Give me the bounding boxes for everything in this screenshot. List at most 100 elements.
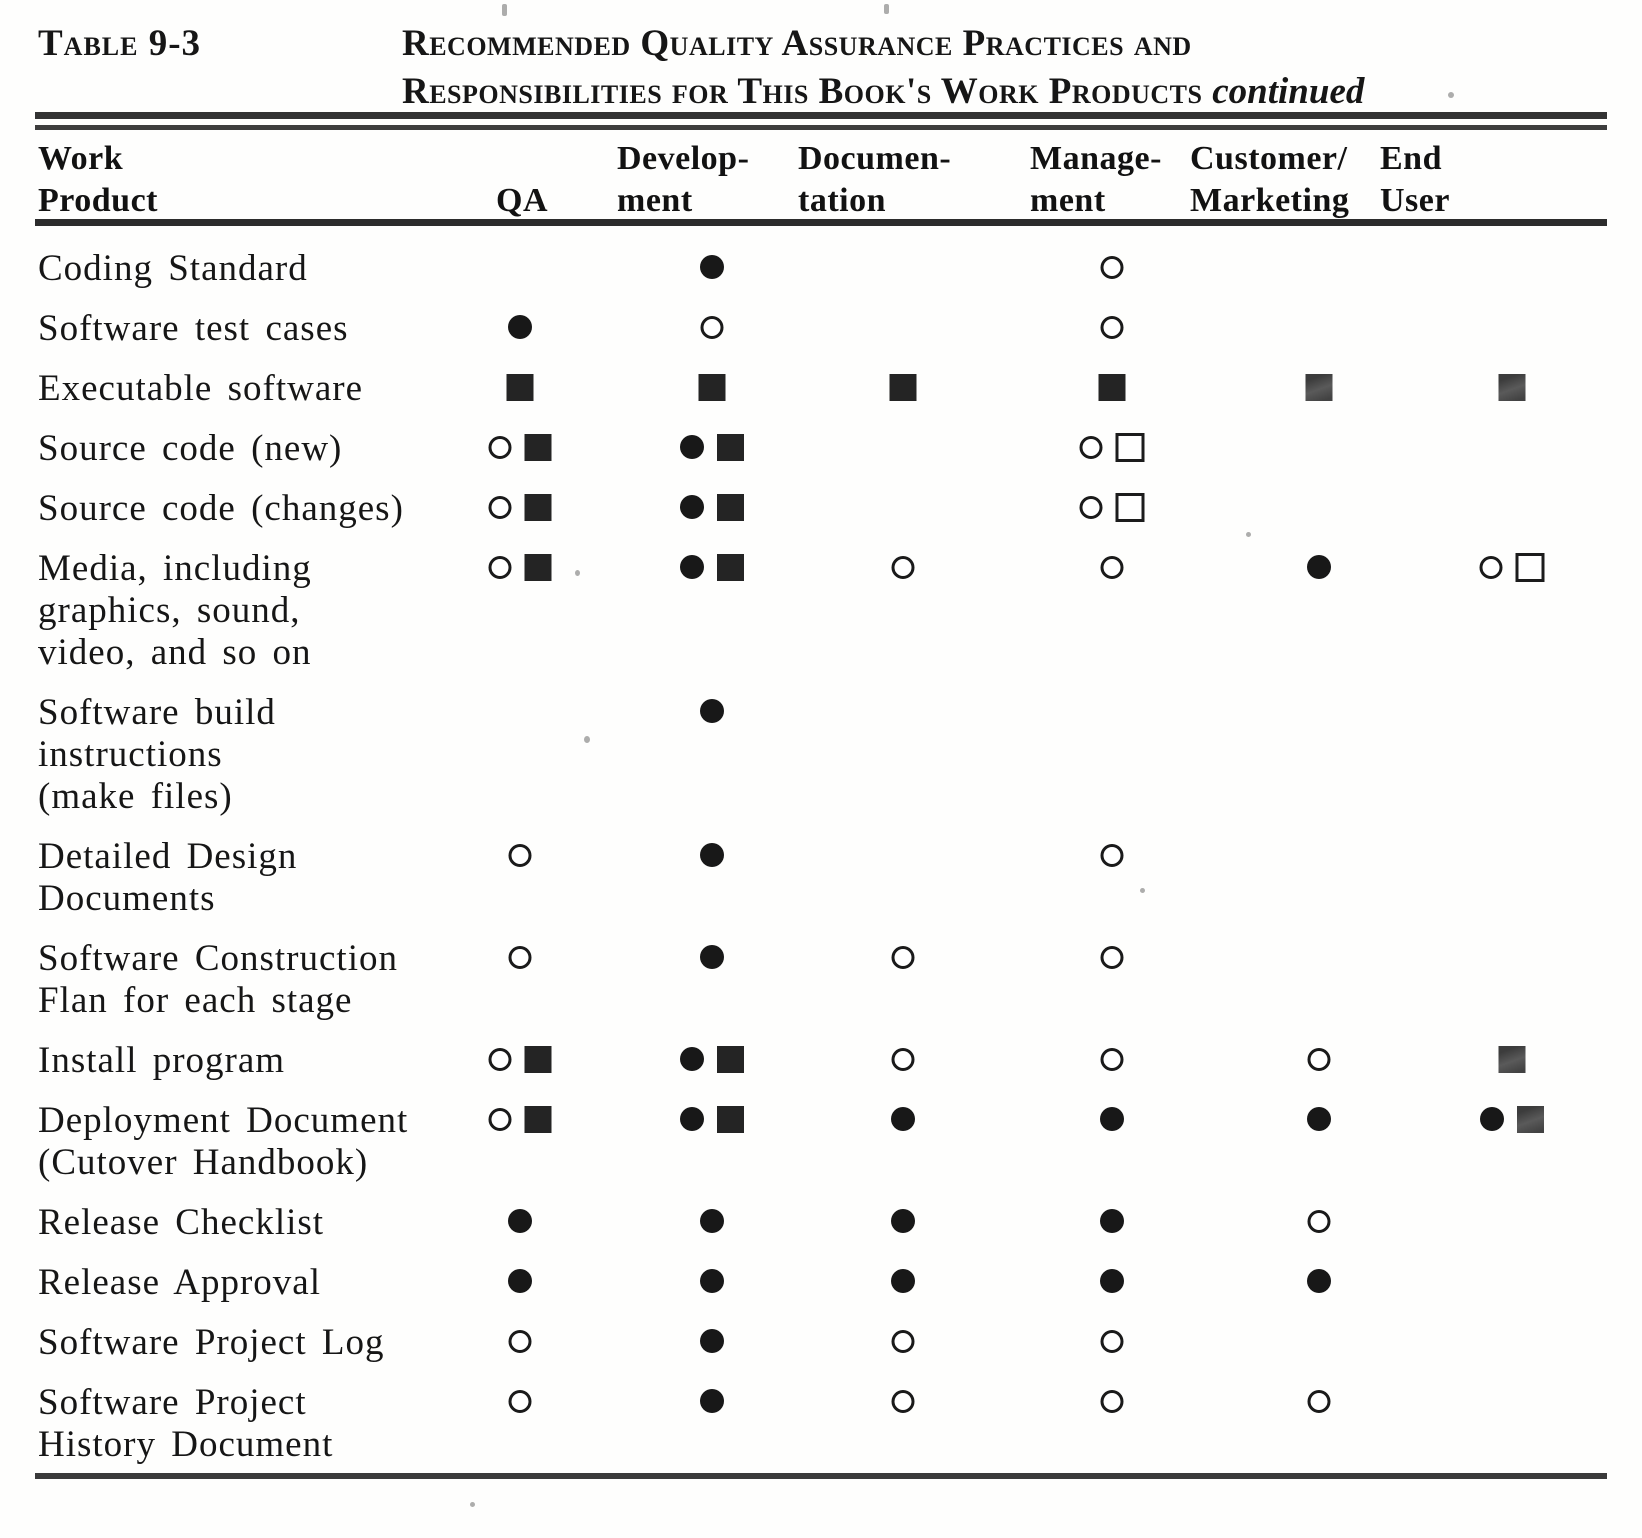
table-row: Software Project Log	[0, 1322, 1642, 1382]
filled-circle-symbol	[680, 1107, 704, 1131]
filled-circle-symbol	[891, 1209, 915, 1233]
open-circle-symbol	[488, 495, 512, 519]
filled-circle-symbol	[680, 495, 704, 519]
cell-qa	[488, 428, 552, 466]
cell-qa	[506, 368, 534, 406]
table-title-continued: continued	[1212, 71, 1365, 112]
bottom-rule	[35, 1473, 1607, 1479]
filled-circle-symbol	[508, 1269, 532, 1293]
open-circle-symbol	[508, 945, 532, 969]
filled-circle-symbol	[508, 315, 532, 339]
table-row: Detailed Design Documents	[0, 836, 1642, 938]
work-product-label: Install program	[38, 1040, 286, 1081]
cell-qa	[508, 1262, 532, 1300]
filled-square-symbol	[506, 373, 534, 401]
cell-dev	[680, 488, 744, 526]
filled-square-symbol	[1098, 373, 1126, 401]
work-product-label: Software build instructions (make files)	[38, 692, 276, 817]
work-product-label: Source code (new)	[38, 428, 343, 469]
cell-mgmt	[1100, 308, 1124, 346]
filled-circle-symbol	[1480, 1107, 1504, 1131]
cell-cust	[1307, 1262, 1331, 1300]
cell-qa	[488, 1100, 552, 1138]
cell-mgmt	[1100, 548, 1124, 586]
scan-speckle	[502, 4, 507, 16]
filled-square-symbol	[717, 1105, 744, 1133]
table-row: Deployment Document (Cutover Handbook)	[0, 1100, 1642, 1202]
filled-circle-symbol	[700, 699, 724, 723]
table-row: Executable software	[0, 368, 1642, 428]
cell-mgmt	[1100, 1100, 1124, 1138]
table-title-line-1: Recommended Quality Assurance Practices …	[402, 23, 1192, 64]
filled-circle-symbol	[1100, 1107, 1124, 1131]
cell-mgmt	[1079, 488, 1145, 526]
table-row: Release Checklist	[0, 1202, 1642, 1262]
table-number-label: Table 9-3	[38, 23, 202, 64]
scan-speckle	[1140, 888, 1145, 893]
open-circle-symbol	[1100, 1389, 1124, 1413]
filled-circle-symbol	[891, 1107, 915, 1131]
scan-speckle	[575, 570, 580, 576]
filled-square-symbol	[889, 373, 917, 401]
work-product-label: Detailed Design Documents	[38, 836, 298, 919]
cell-mgmt	[1100, 1322, 1124, 1360]
filled-circle-symbol	[1307, 1107, 1331, 1131]
filled-circle-symbol	[700, 843, 724, 867]
filled-square-symbol	[524, 1105, 552, 1133]
open-circle-symbol	[891, 1389, 915, 1413]
work-product-label: Software Construction Flan for each stag…	[38, 938, 398, 1021]
filled-square-symbol	[717, 493, 744, 521]
cell-dev	[680, 548, 744, 586]
gray-square-symbol	[1498, 373, 1526, 401]
filled-circle-symbol	[700, 1329, 724, 1353]
filled-square-symbol	[717, 553, 744, 581]
cell-qa	[508, 836, 532, 874]
column-header-customer-marketing: Customer/ Marketing	[1190, 140, 1350, 219]
work-product-label: Release Checklist	[38, 1202, 325, 1243]
cell-mgmt	[1100, 938, 1124, 976]
table-row: Source code (new)	[0, 428, 1642, 488]
cell-qa	[488, 488, 552, 526]
filled-circle-symbol	[680, 1047, 704, 1071]
open-circle-symbol	[508, 843, 532, 867]
table-row: Media, including graphics, sound, video,…	[0, 548, 1642, 692]
open-circle-symbol	[488, 1107, 512, 1131]
open-circle-symbol	[1100, 555, 1124, 579]
cell-dev	[680, 1040, 744, 1078]
work-product-label: Source code (changes)	[38, 488, 404, 529]
table-title-line-2-text: Responsibilities for This Book's Work Pr…	[402, 71, 1203, 112]
cell-dev	[700, 1382, 724, 1420]
scan-speckle	[470, 1502, 475, 1507]
open-circle-symbol	[488, 1047, 512, 1071]
cell-dev	[700, 1322, 724, 1360]
open-circle-symbol	[1479, 555, 1503, 579]
filled-circle-symbol	[891, 1269, 915, 1293]
cell-dev	[700, 836, 724, 874]
cell-dev	[680, 1100, 744, 1138]
cell-dev	[680, 428, 744, 466]
work-product-label: Release Approval	[38, 1262, 321, 1303]
table-row: Software Construction Flan for each stag…	[0, 938, 1642, 1040]
work-product-label: Software test cases	[38, 308, 349, 349]
open-circle-symbol	[1307, 1209, 1331, 1233]
filled-circle-symbol	[1100, 1209, 1124, 1233]
open-circle-symbol	[891, 945, 915, 969]
table-body: Coding Standard Software test cases Execut…	[0, 248, 1642, 1484]
open-circle-symbol	[1100, 315, 1124, 339]
table-row: Coding Standard	[0, 248, 1642, 308]
cell-cust	[1307, 1382, 1331, 1420]
filled-square-symbol	[698, 373, 726, 401]
open-circle-symbol	[1079, 495, 1103, 519]
filled-square-symbol	[524, 433, 552, 461]
cell-dev	[700, 1202, 724, 1240]
header-separator-rule	[35, 219, 1607, 226]
open-square-symbol	[1515, 552, 1545, 582]
cell-doc	[891, 1100, 915, 1138]
cell-doc	[891, 1040, 915, 1078]
column-header-management: Manage- ment	[1030, 140, 1162, 219]
table-title: Recommended Quality Assurance Practices …	[402, 20, 1402, 116]
cell-doc	[891, 548, 915, 586]
open-circle-symbol	[891, 1047, 915, 1071]
filled-circle-symbol	[700, 255, 724, 279]
